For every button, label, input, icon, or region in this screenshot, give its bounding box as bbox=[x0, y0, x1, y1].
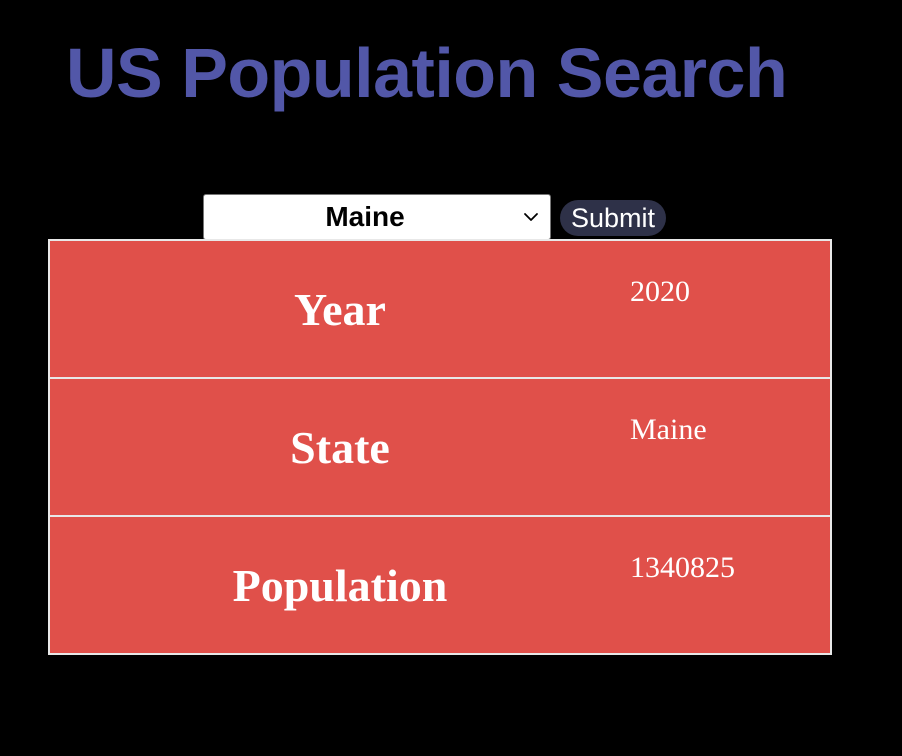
year-value: 2020 bbox=[630, 275, 690, 308]
result-table: Year 2020 State Maine Population 1340825 bbox=[48, 239, 832, 655]
submit-button[interactable]: Submit bbox=[560, 200, 667, 236]
result-row-population: Population 1340825 bbox=[50, 517, 830, 653]
population-label: Population bbox=[232, 559, 448, 611]
year-label: Year bbox=[294, 283, 386, 335]
page-title: US Population Search bbox=[66, 34, 788, 112]
result-row-year: Year 2020 bbox=[50, 241, 830, 377]
population-value: 1340825 bbox=[630, 551, 735, 584]
chevron-down-icon bbox=[524, 213, 538, 221]
result-row-state: State Maine bbox=[50, 379, 830, 515]
search-form: Maine Submit bbox=[203, 194, 667, 240]
state-select[interactable]: Maine bbox=[203, 194, 551, 240]
state-value: Maine bbox=[630, 413, 707, 446]
state-select-value: Maine bbox=[325, 201, 405, 232]
state-label: State bbox=[290, 421, 390, 473]
